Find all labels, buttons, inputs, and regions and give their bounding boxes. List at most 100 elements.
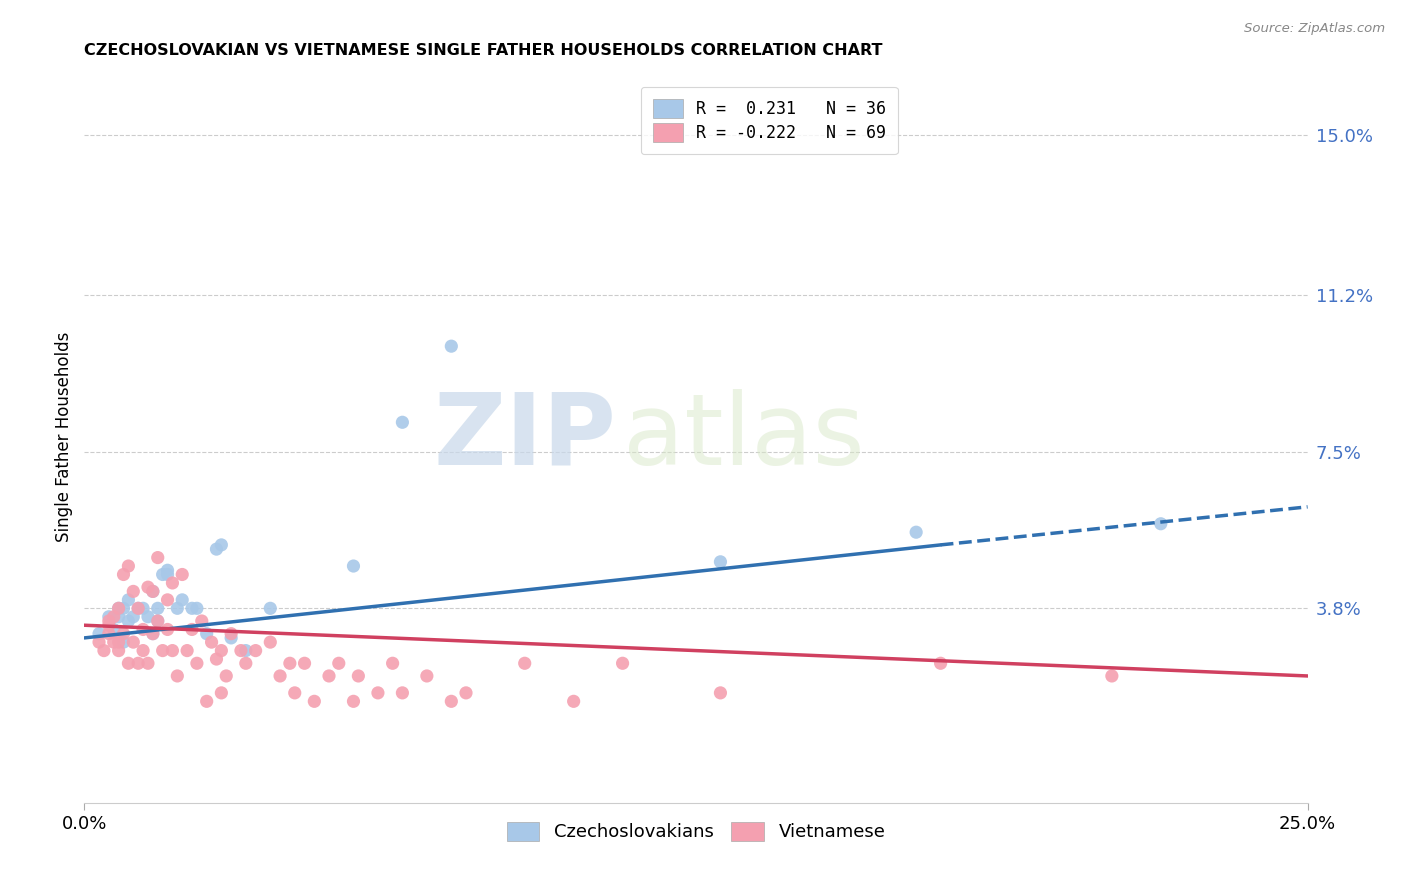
- Text: CZECHOSLOVAKIAN VS VIETNAMESE SINGLE FATHER HOUSEHOLDS CORRELATION CHART: CZECHOSLOVAKIAN VS VIETNAMESE SINGLE FAT…: [84, 43, 883, 58]
- Point: [156, 563, 179, 577]
- Point: [146, 614, 169, 628]
- Point: [103, 635, 125, 649]
- Point: [136, 609, 159, 624]
- Point: [195, 626, 218, 640]
- Point: [513, 657, 536, 671]
- Point: [215, 669, 238, 683]
- Point: [136, 657, 159, 671]
- Point: [97, 614, 120, 628]
- Point: [172, 567, 194, 582]
- Point: [156, 623, 179, 637]
- Point: [367, 686, 389, 700]
- Point: [156, 567, 179, 582]
- Point: [122, 584, 145, 599]
- Point: [122, 635, 145, 649]
- Point: [278, 657, 301, 671]
- Point: [416, 669, 439, 683]
- Point: [97, 626, 120, 640]
- Point: [172, 592, 194, 607]
- Point: [205, 542, 228, 557]
- Point: [454, 686, 477, 700]
- Point: [103, 623, 125, 637]
- Point: [97, 618, 120, 632]
- Point: [347, 669, 370, 683]
- Point: [191, 614, 214, 628]
- Point: [166, 669, 188, 683]
- Point: [127, 601, 149, 615]
- Point: [156, 592, 179, 607]
- Point: [132, 623, 155, 637]
- Point: [219, 631, 242, 645]
- Point: [107, 643, 129, 657]
- Point: [562, 694, 585, 708]
- Point: [142, 626, 165, 640]
- Point: [304, 694, 326, 708]
- Point: [229, 643, 252, 657]
- Point: [342, 559, 364, 574]
- Point: [122, 609, 145, 624]
- Point: [259, 601, 281, 615]
- Point: [1150, 516, 1173, 531]
- Point: [391, 686, 413, 700]
- Point: [391, 415, 413, 429]
- Point: [146, 614, 169, 628]
- Point: [152, 643, 174, 657]
- Point: [166, 601, 188, 615]
- Point: [142, 584, 165, 599]
- Point: [127, 601, 149, 615]
- Point: [195, 694, 218, 708]
- Point: [146, 601, 169, 615]
- Point: [162, 643, 184, 657]
- Point: [929, 657, 952, 671]
- Point: [112, 635, 135, 649]
- Point: [219, 626, 242, 640]
- Point: [146, 550, 169, 565]
- Point: [200, 635, 222, 649]
- Point: [112, 601, 135, 615]
- Point: [112, 626, 135, 640]
- Point: [905, 525, 928, 540]
- Point: [142, 626, 165, 640]
- Point: [136, 580, 159, 594]
- Point: [132, 643, 155, 657]
- Point: [186, 601, 208, 615]
- Point: [87, 635, 110, 649]
- Point: [181, 601, 204, 615]
- Point: [107, 601, 129, 615]
- Point: [117, 592, 139, 607]
- Point: [152, 567, 174, 582]
- Point: [1101, 669, 1123, 683]
- Text: ZIP: ZIP: [433, 389, 616, 485]
- Point: [440, 694, 463, 708]
- Point: [318, 669, 340, 683]
- Point: [103, 609, 125, 624]
- Point: [176, 643, 198, 657]
- Point: [209, 643, 232, 657]
- Point: [107, 601, 129, 615]
- Point: [294, 657, 316, 671]
- Point: [117, 559, 139, 574]
- Y-axis label: Single Father Households: Single Father Households: [55, 332, 73, 542]
- Text: Source: ZipAtlas.com: Source: ZipAtlas.com: [1244, 22, 1385, 36]
- Point: [209, 686, 232, 700]
- Point: [269, 669, 291, 683]
- Point: [235, 657, 257, 671]
- Point: [87, 626, 110, 640]
- Point: [97, 609, 120, 624]
- Point: [112, 567, 135, 582]
- Point: [117, 657, 139, 671]
- Point: [209, 538, 232, 552]
- Point: [342, 694, 364, 708]
- Point: [127, 657, 149, 671]
- Point: [259, 635, 281, 649]
- Legend: Czechoslovakians, Vietnamese: Czechoslovakians, Vietnamese: [499, 814, 893, 848]
- Text: atlas: atlas: [623, 389, 865, 485]
- Point: [186, 657, 208, 671]
- Point: [235, 643, 257, 657]
- Point: [142, 584, 165, 599]
- Point: [245, 643, 267, 657]
- Point: [612, 657, 634, 671]
- Point: [107, 609, 129, 624]
- Point: [328, 657, 350, 671]
- Point: [181, 623, 204, 637]
